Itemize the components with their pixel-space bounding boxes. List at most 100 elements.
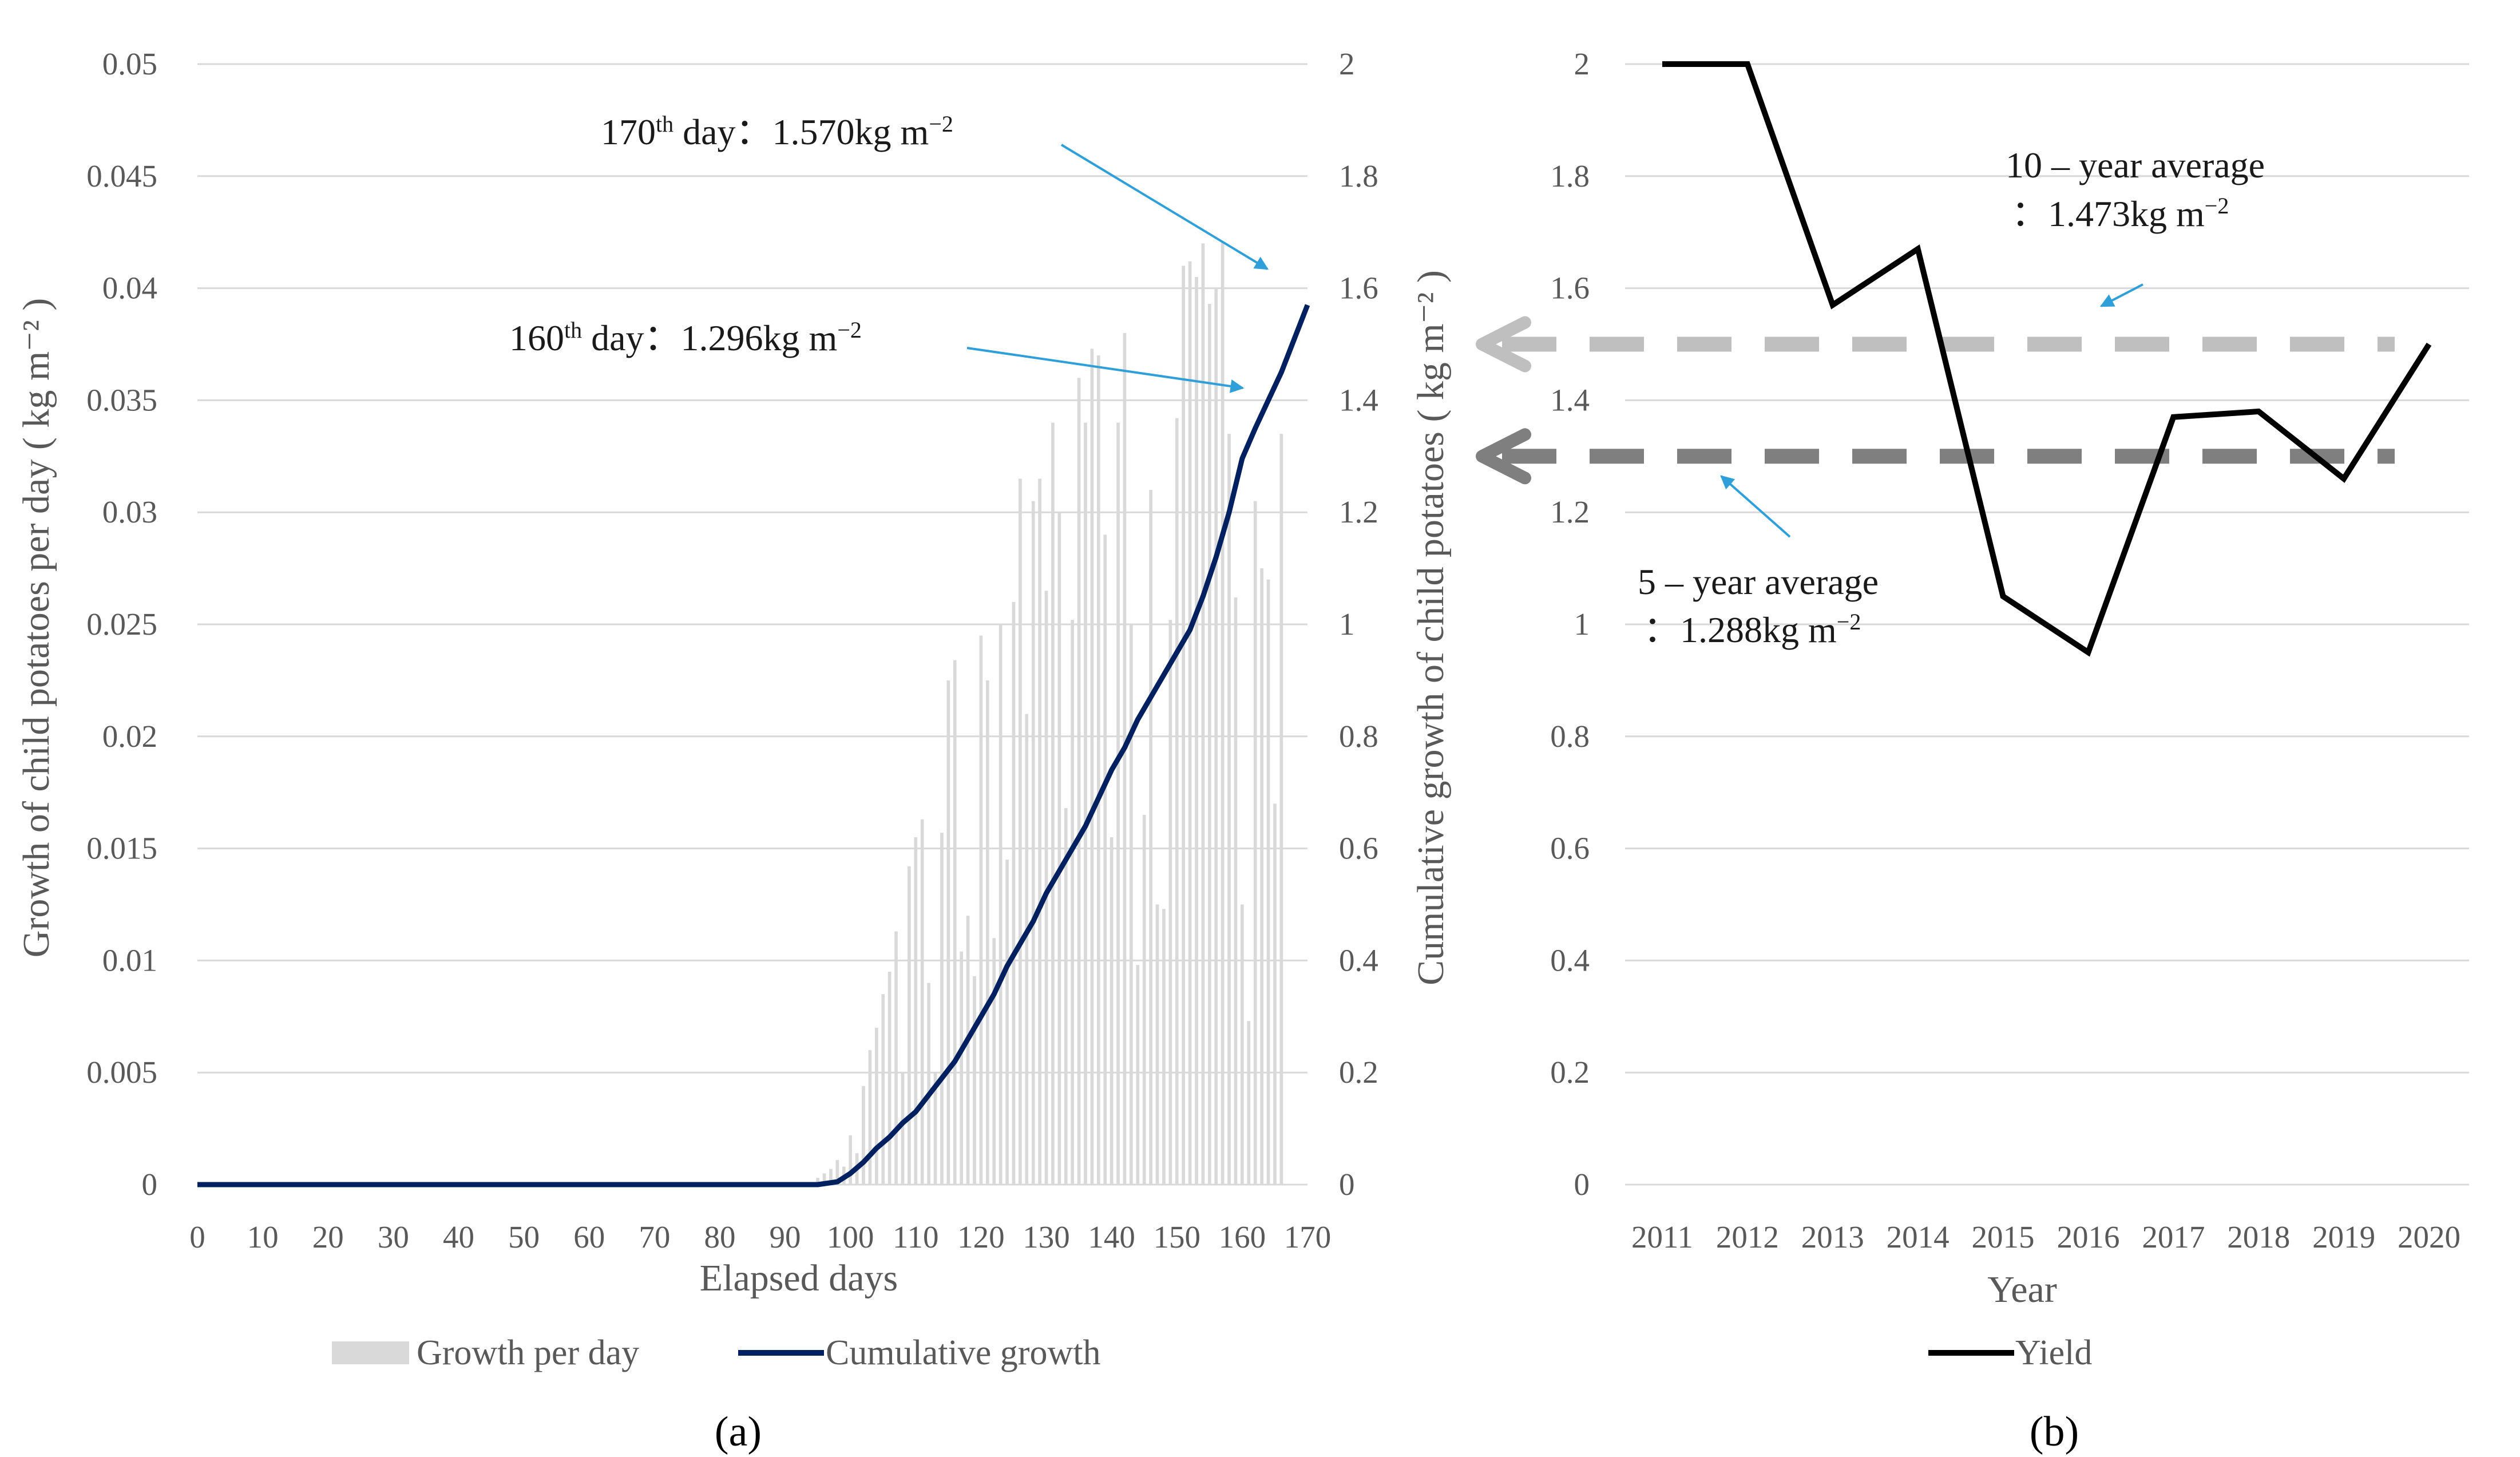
chart-b-y-tick-label: 1 (1574, 607, 1590, 642)
chart-a-bar (1012, 601, 1016, 1185)
chart-b-y-tick-label: 1.4 (1550, 382, 1590, 417)
chart-a-right-tick-label: 1.4 (1339, 382, 1378, 417)
chart-a-right-tick-label: 0.4 (1339, 943, 1378, 977)
chart-a-right-axis-title: Cumulative growth of child potatoes ( kg… (1410, 270, 1452, 985)
chart-b-x-tick-label: 2018 (2227, 1220, 2290, 1254)
chart-a-bar (1051, 422, 1055, 1185)
chart-a-bar (1077, 378, 1081, 1185)
chart-a-bar (1142, 814, 1146, 1185)
chart-a-x-tick-label: 120 (957, 1220, 1005, 1254)
chart-a-bar (1266, 579, 1270, 1185)
chart-a-bar (1221, 241, 1225, 1185)
chart-a-bar (1214, 288, 1218, 1185)
chart-a-x-tick-label: 110 (893, 1220, 938, 1254)
reference-arrowhead-10-year (1476, 316, 1531, 373)
chart-a-cumulative-line (197, 304, 1310, 1187)
chart-b-legend: Yield (1928, 1333, 2092, 1372)
chart-a-bar (816, 1178, 819, 1185)
chart-a-left-tick-label: 0.025 (86, 607, 157, 642)
chart-a-bar (894, 931, 898, 1185)
chart-a-bar (1005, 860, 1009, 1185)
chart-a-x-tick-label: 90 (770, 1220, 801, 1254)
chart-a-bar (1207, 304, 1211, 1185)
chart-b-x-tick-label: 2014 (1887, 1220, 1950, 1254)
chart-a-right-tick-label: 1.2 (1339, 494, 1378, 529)
chart-a-bar (1247, 1021, 1251, 1185)
chart-a-right-tick-label: 0 (1339, 1167, 1355, 1202)
chart-b-reference-lines (1476, 316, 2395, 485)
chart-a-bar (973, 976, 976, 1185)
chart-a-x-tick-label: 10 (247, 1220, 279, 1254)
chart-a-bar (999, 624, 1003, 1185)
chart-a-bar (1149, 490, 1152, 1185)
chart-a: 0 0.005 0.01 0.015 0.02 0.025 0.03 0.035 0.04 0.0… (15, 46, 1452, 1455)
chart-b-y-tick-label: 0.6 (1550, 831, 1590, 866)
chart-a-bar (868, 1050, 872, 1185)
chart-a-bar (1116, 422, 1120, 1185)
chart-b-x-tick-label: 2011 (1631, 1220, 1693, 1254)
chart-a-bar (1188, 261, 1192, 1185)
legend-cumulative-growth-label: Cumulative growth (826, 1333, 1100, 1372)
chart-a-right-tick-label: 0.2 (1339, 1055, 1378, 1090)
chart-a-right-tick-label: 0.8 (1339, 719, 1378, 754)
chart-a-bar (1234, 597, 1238, 1185)
chart-a-bar (862, 1086, 865, 1185)
chart-b-y-tick-label: 0.2 (1550, 1055, 1590, 1090)
chart-a-x-tick-label: 140 (1088, 1220, 1135, 1254)
chart-a-x-axis-title: Elapsed days (700, 1257, 898, 1299)
chart-a-bar (1110, 837, 1114, 1185)
chart-a-left-tick-label: 0.05 (102, 46, 157, 81)
chart-a-bar (1162, 909, 1166, 1185)
chart-b-yield-line (1662, 61, 2432, 657)
chart-b-x-tick-label: 2019 (2312, 1220, 2375, 1254)
chart-a-bar (1057, 512, 1061, 1185)
chart-a-bar (1038, 478, 1041, 1185)
chart-a-bar (874, 1027, 878, 1185)
chart-a-left-tick-label: 0 (142, 1167, 158, 1202)
chart-a-right-tick-label: 1 (1339, 607, 1355, 642)
chart-b-y-tick-label: 1.8 (1550, 159, 1590, 193)
chart-a-bar (1168, 620, 1172, 1185)
chart-a-bar (887, 971, 891, 1185)
chart-a-bar (1253, 501, 1257, 1185)
annotation-5-year-average: 5 – year average (1638, 561, 1879, 602)
chart-a-right-tick-label: 0.6 (1339, 831, 1378, 866)
chart-a-left-tick-label: 0.04 (102, 271, 157, 306)
chart-b-x-tick-label: 2020 (2398, 1220, 2460, 1254)
chart-a-x-tick-label: 130 (1023, 1220, 1070, 1254)
chart-b-x-axis-title: Year (1987, 1269, 2057, 1310)
chart-a-bar (1071, 620, 1075, 1185)
chart-a-right-tick-label: 2 (1339, 46, 1355, 81)
chart-a-left-tick-label: 0.01 (102, 943, 157, 977)
chart-a-gridlines (197, 63, 1307, 1186)
chart-a-bars (816, 241, 1283, 1185)
chart-a-bar (1175, 418, 1179, 1185)
chart-a-x-tick-label: 0 (189, 1220, 205, 1254)
reference-arrowhead-5-year (1476, 428, 1531, 485)
chart-a-left-axis-title: Growth of child potatoes per day ( kg m⁻… (15, 298, 57, 958)
chart-a-bar (933, 1072, 937, 1185)
chart-a-bar (822, 1173, 826, 1185)
annotation-5-year-average-value: ：1.288kg m−2 (1643, 609, 1861, 650)
annotation-160th-day-arrow (966, 347, 1245, 393)
annotation-160th-day: 160th day：1.296kg m−2 (509, 317, 862, 358)
chart-a-bar (1025, 714, 1029, 1185)
legend-yield-label: Yield (2015, 1333, 2092, 1372)
chart-b-x-tick-label: 2016 (2057, 1220, 2119, 1254)
chart-a-bar (927, 983, 930, 1185)
chart-a-bar (1201, 243, 1205, 1185)
chart-a-bar (908, 866, 911, 1185)
annotation-10-year-average: 10 – year average (2006, 145, 2265, 185)
chart-a-left-tick-label: 0.03 (102, 494, 157, 529)
chart-a-bar (946, 680, 950, 1185)
chart-a-x-tick-label: 20 (312, 1220, 344, 1254)
chart-b-y-tick-label: 0 (1574, 1167, 1590, 1202)
chart-b-gridlines (1625, 63, 2469, 1186)
chart-b: 0 0.2 0.4 0.6 0.8 1 1.2 1.4 1.6 1.8 2 2011 2012 2013… (1476, 46, 2469, 1455)
chart-a-x-tick-label: 60 (573, 1220, 605, 1254)
chart-a-bar (881, 994, 885, 1185)
chart-a-x-tick-label: 150 (1154, 1220, 1201, 1254)
chart-a-bar (1044, 591, 1048, 1185)
chart-b-x-tick-label: 2015 (1972, 1220, 2035, 1254)
